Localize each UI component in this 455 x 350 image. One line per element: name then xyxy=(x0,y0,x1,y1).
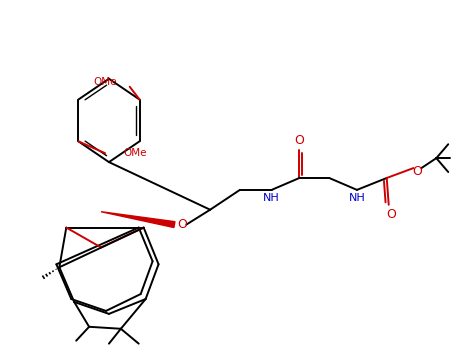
Text: NH: NH xyxy=(263,193,280,203)
Text: NH: NH xyxy=(349,193,365,203)
Text: OMe: OMe xyxy=(123,148,147,158)
Polygon shape xyxy=(101,212,175,228)
Text: O: O xyxy=(294,134,304,147)
Text: O: O xyxy=(177,218,187,231)
Text: O: O xyxy=(386,208,396,221)
Text: OMe: OMe xyxy=(93,77,117,87)
Text: O: O xyxy=(413,164,422,177)
